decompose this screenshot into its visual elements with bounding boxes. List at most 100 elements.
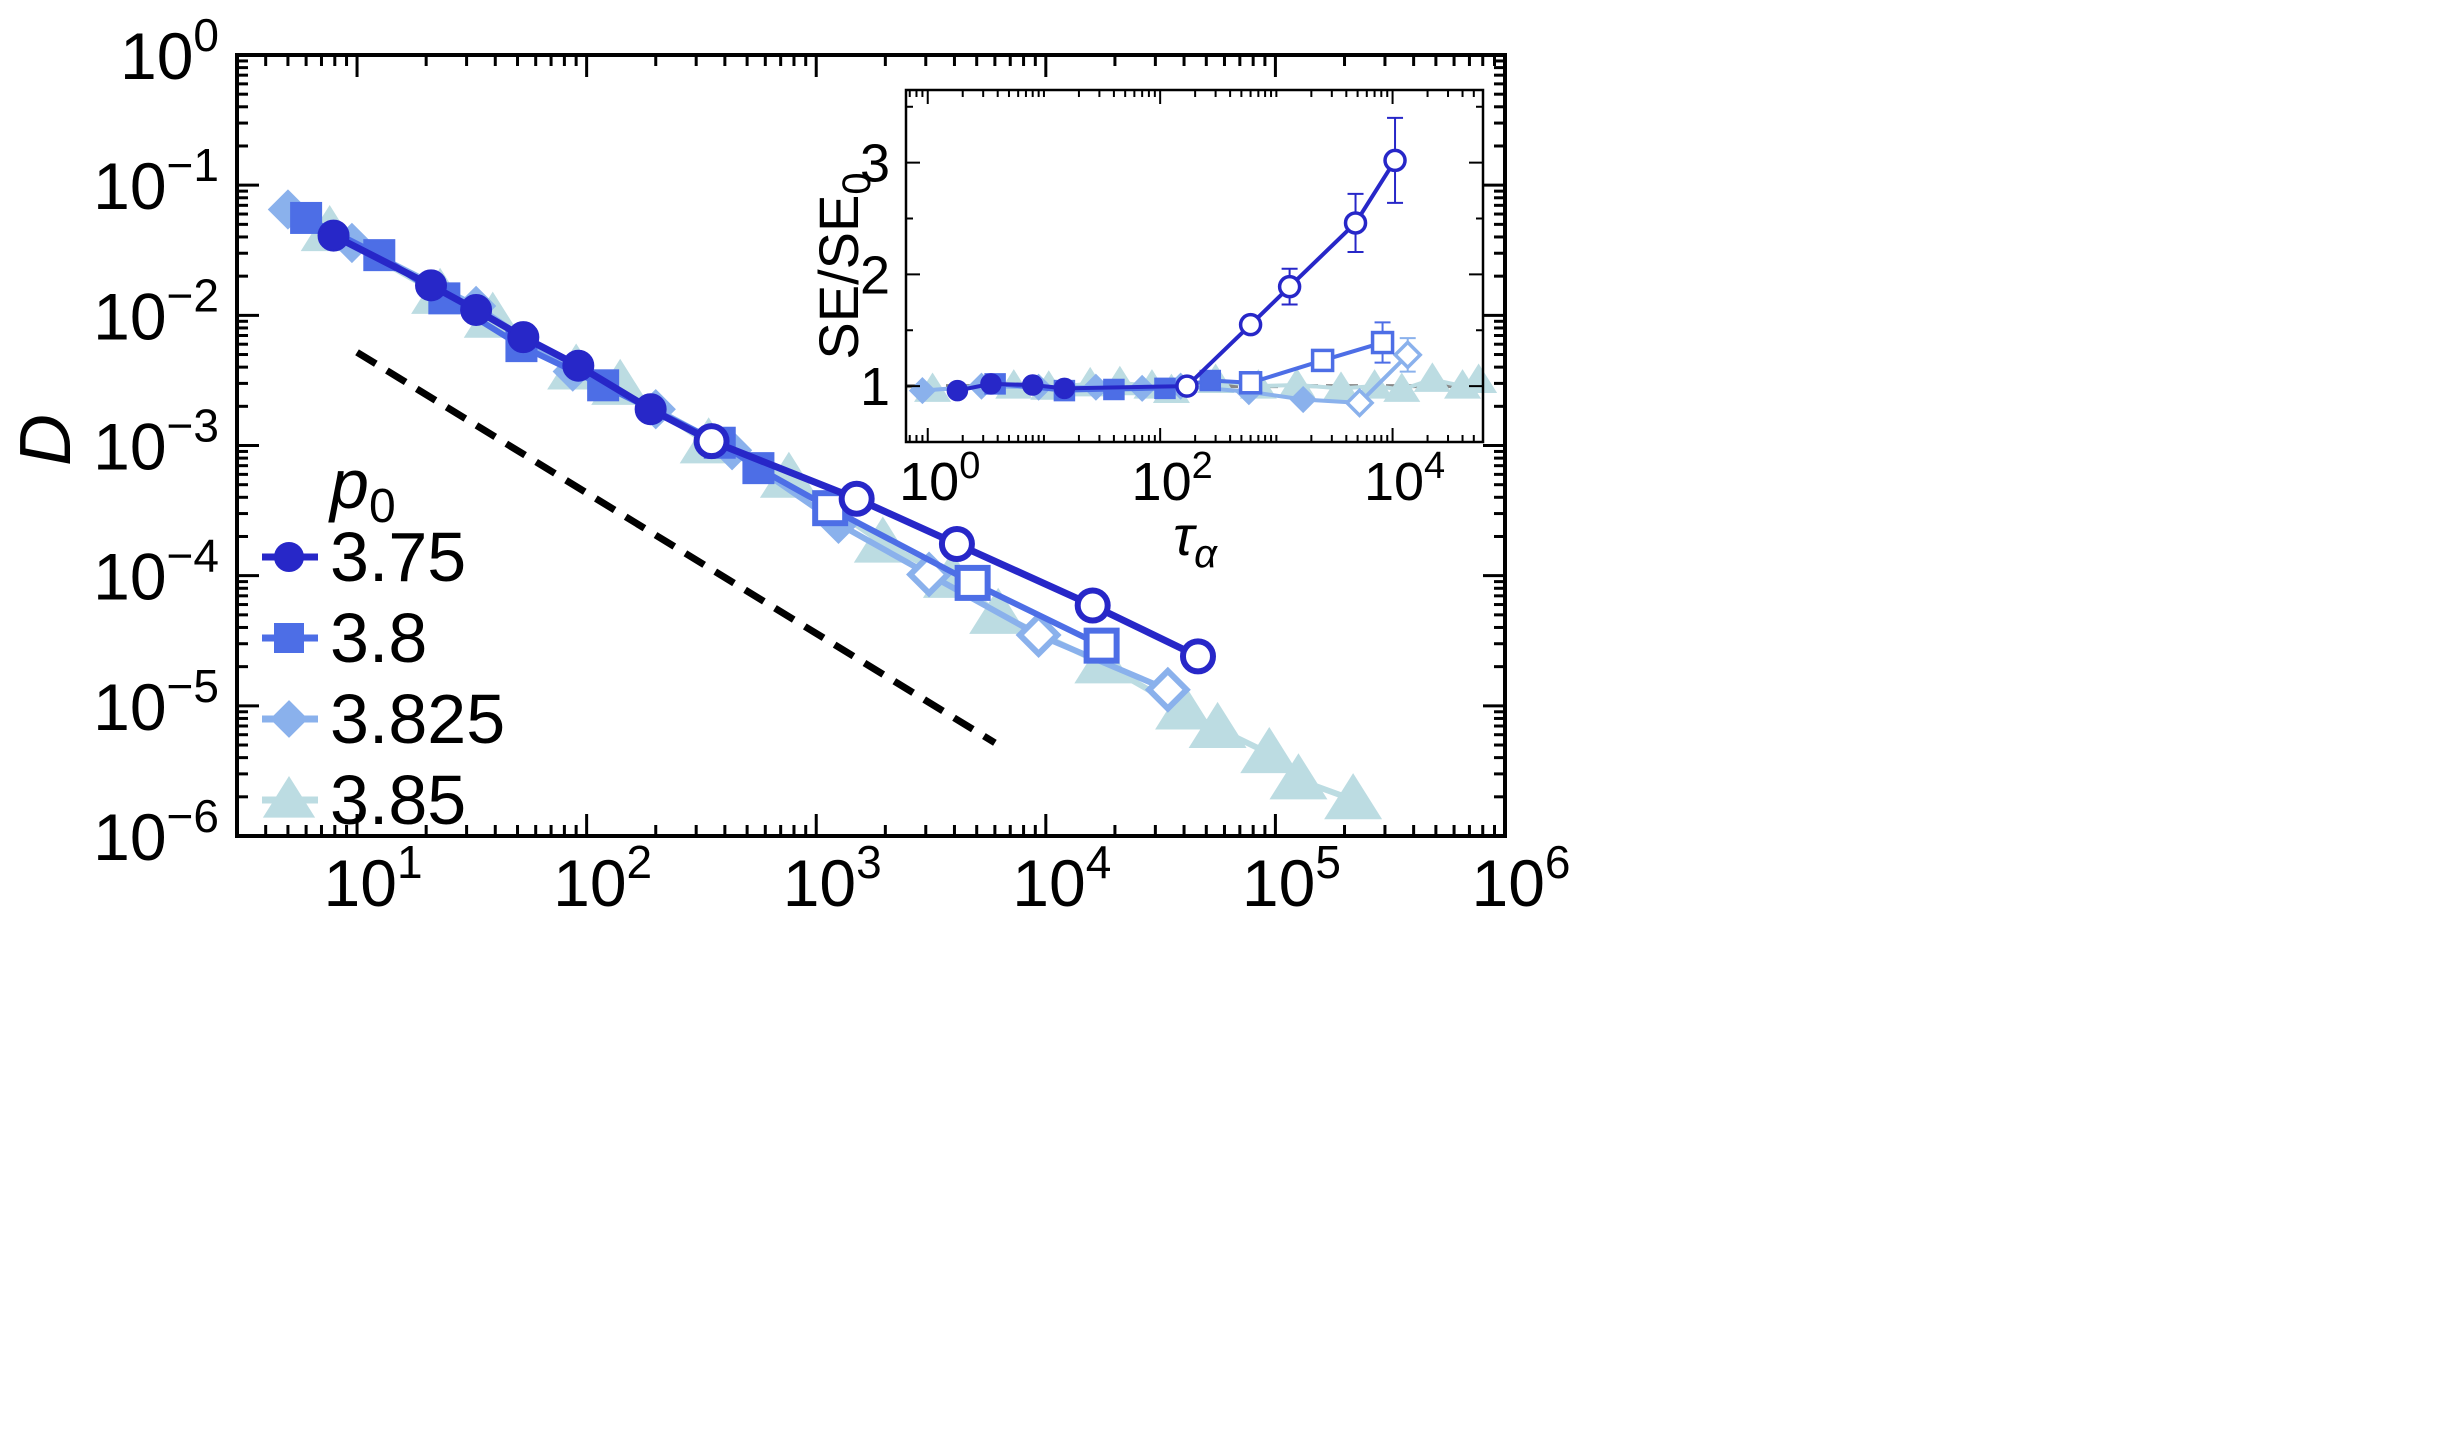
legend-label: 3.825 (330, 680, 505, 758)
main-series-3.75 (317, 219, 1216, 675)
main-y-tick-label-base: 10 (93, 670, 166, 744)
main-chart: 101 102 103 104 105 10610010−110−210−310−410−… (6, 9, 1571, 920)
inset-data-point (1370, 330, 1395, 355)
main-y-tick-label: 10−3 (93, 400, 219, 484)
main-y-tick-label-exponent: −5 (167, 660, 219, 712)
main-x-tick-label-exponent: 6 (1545, 836, 1571, 888)
main-y-tick-label-exponent: −1 (167, 139, 219, 191)
main-x-tick-label-base: 10 (1471, 846, 1544, 920)
inset-x-tick-label-base: 10 (899, 452, 959, 512)
main-x-tick-label-exponent: 3 (856, 836, 882, 888)
inset-data-point (1289, 385, 1317, 414)
main-x-tick-label: 106 (1471, 836, 1570, 920)
main-data-point (1015, 612, 1062, 659)
main-y-tick-label: 10−2 (93, 269, 219, 353)
inset-x-tick-label: 100 (899, 445, 980, 512)
inset-data-point (1199, 369, 1222, 392)
main-x-tick-label: 101 (324, 836, 423, 920)
main-data-point (693, 423, 730, 460)
inset-data-point (980, 373, 1002, 395)
main-y-tick-label: 100 (120, 9, 219, 93)
main-y-tick-label-exponent: −2 (167, 269, 219, 321)
inset-data-point (946, 379, 969, 402)
main-data-point (954, 564, 991, 601)
main-dashed-guide-line (355, 349, 997, 746)
legend-marker-swatch (274, 542, 304, 572)
inset-data-point (1021, 374, 1044, 396)
main-y-tick-label-base: 10 (93, 410, 166, 484)
legend-label: 3.75 (330, 518, 466, 596)
inset-data-point (1383, 148, 1407, 173)
inset-x-tick-label: 102 (1132, 445, 1213, 512)
main-data-point (562, 349, 595, 382)
main-y-tick-label-exponent: −4 (167, 530, 219, 582)
main-data-point (634, 393, 667, 426)
legend-title: p0 (328, 445, 396, 533)
inset-data-point (1238, 371, 1263, 395)
legend-title-subscript: 0 (369, 480, 396, 533)
main-data-point (1269, 753, 1328, 800)
inset-x-axis-label-base: τ (1173, 504, 1197, 567)
legend-title-base: p (328, 445, 369, 523)
inset-y-tick-label: 1 (860, 357, 890, 417)
main-data-point (1144, 666, 1191, 713)
main-y-tick-label-base: 10 (93, 800, 166, 874)
main-x-tick-label-exponent: 2 (627, 836, 653, 888)
main-x-tick-label: 105 (1242, 836, 1341, 920)
main-x-tick-label-base: 10 (783, 846, 856, 920)
inset-series-layer (908, 116, 1498, 418)
main-x-tick-label-base: 10 (324, 846, 397, 920)
inset-x-axis-label-subscript: α (1194, 532, 1218, 576)
main-y-tick-label-exponent: −6 (167, 790, 219, 842)
main-y-tick-label-base: 10 (93, 540, 166, 614)
legend-entry-3.8: 3.8 (262, 599, 427, 677)
main-y-tick-label: 10−4 (93, 530, 219, 614)
main-tick-labels: 101 102 103 104 105 10610010−110−210−310−410−… (93, 9, 1570, 920)
inset-data-point (1392, 339, 1423, 370)
main-data-point (507, 321, 540, 354)
main-x-tick-label-exponent: 1 (397, 836, 423, 888)
main-y-tick-label: 10−6 (93, 790, 219, 874)
inset-x-tick-label-exponent: 4 (1424, 445, 1445, 487)
main-y-tick-label-base: 10 (93, 149, 166, 223)
main-x-tick-label-base: 10 (1242, 846, 1315, 920)
inset-y-axis-label-base: SE/SE (807, 195, 870, 360)
main-y-tick-label-base: 10 (120, 19, 193, 93)
main-data-point (838, 480, 875, 517)
legend-label: 3.8 (330, 599, 427, 677)
inset-data-point (1175, 374, 1199, 398)
legend-marker-swatch (262, 776, 316, 818)
main-data-point (290, 201, 323, 234)
main-data-point (1179, 638, 1216, 675)
inset-data-point (1310, 348, 1335, 373)
inset-data-point (1343, 211, 1368, 235)
inset-data-point (1053, 377, 1076, 400)
inset-x-tick-label: 104 (1364, 445, 1445, 512)
main-y-tick-label: 10−5 (93, 660, 219, 744)
main-series-layer (267, 189, 1383, 820)
inset-x-tick-label-base: 10 (1364, 452, 1424, 512)
main-data-point (1324, 773, 1383, 820)
legend-entry-3.75: 3.75 (262, 518, 466, 596)
main-y-tick-label-exponent: 0 (193, 9, 219, 61)
main-data-point (415, 269, 448, 302)
legend-entry-3.85: 3.85 (262, 761, 466, 839)
inset-data-point (1344, 387, 1375, 418)
main-data-point (1240, 726, 1299, 774)
inset-data-point (1277, 274, 1302, 299)
main-data-point (460, 293, 493, 326)
main-y-tick-label: 10−1 (93, 139, 219, 223)
legend-marker-swatch (270, 700, 308, 738)
inset-y-axis-label: SE/SE0 (807, 172, 879, 359)
main-data-point (1074, 587, 1111, 624)
inset-data-point (1238, 312, 1263, 337)
main-x-tick-label-exponent: 4 (1086, 836, 1112, 888)
inset-x-tick-label-exponent: 0 (959, 445, 980, 487)
inset-data-point (1383, 372, 1421, 402)
inset-y-axis-label-subscript: 0 (835, 172, 879, 194)
